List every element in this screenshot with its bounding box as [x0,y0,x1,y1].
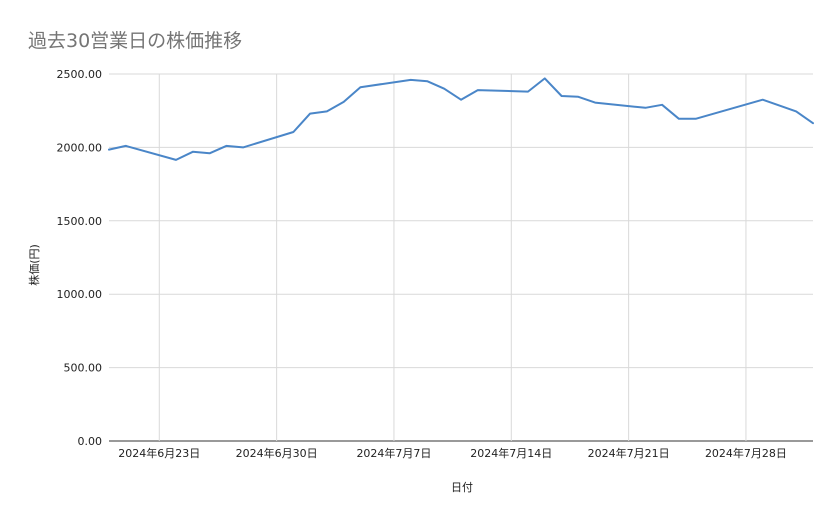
series-group [108,77,814,161]
y-tick-label: 2500.00 [57,68,103,81]
x-tick-label: 2024年7月14日 [470,446,552,460]
y-tick-label: 2000.00 [57,141,103,154]
x-axis-tick-labels: 2024年6月23日 2024年6月30日 2024年7月7日 2024年7月14日 2… [118,446,787,460]
x-tick-label: 2024年7月28日 [705,446,787,460]
x-tick-label: 2024年6月23日 [118,446,200,460]
x-tick-label: 2024年7月21日 [588,446,670,460]
y-axis-tick-labels: 0.00 500.00 1000.00 1500.00 2000.00 2500.00 [57,68,103,448]
y-tick-label: 1000.00 [57,288,103,301]
y-gridlines [109,73,813,442]
y-tick-label: 500.00 [64,362,103,375]
x-tick-label: 2024年7月7日 [356,446,431,460]
x-tick-label: 2024年6月30日 [236,446,318,460]
y-axis-title: 株価(円) [27,244,41,286]
y-tick-label: 1500.00 [57,215,103,228]
x-axis-title: 日付 [451,481,473,494]
y-tick-label: 0.00 [78,435,103,448]
chart-title: 過去30営業日の株価推移 [28,30,243,52]
x-gridlines [158,74,747,441]
price-series-line [108,77,814,161]
